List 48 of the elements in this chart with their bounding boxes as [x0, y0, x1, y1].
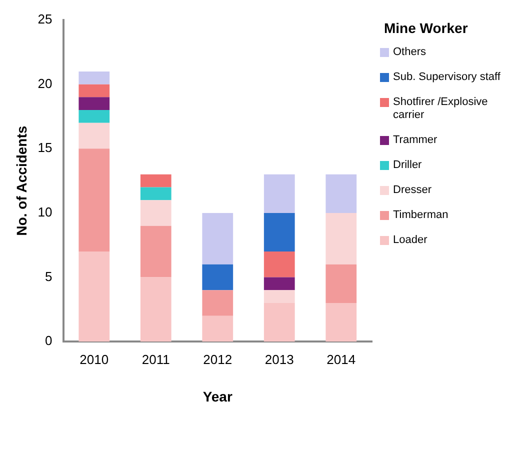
bar — [264, 303, 295, 342]
legend-label: Shotfirer /Explosive carrier — [393, 96, 489, 122]
y-tick-label: 15 — [38, 140, 52, 156]
bar — [140, 200, 172, 226]
bar — [326, 303, 357, 342]
y-tick-label: 0 — [45, 333, 52, 348]
x-tick-label: 2013 — [264, 352, 294, 367]
bar — [140, 174, 172, 188]
bar — [202, 264, 234, 290]
legend-label: Others — [393, 46, 426, 59]
bar — [326, 212, 357, 264]
x-tick-label: 2011 — [142, 352, 170, 367]
bar — [264, 277, 295, 290]
legend-label: Timberman — [393, 209, 448, 222]
bar — [264, 174, 295, 213]
legend-label: Loader — [393, 234, 428, 247]
bar — [78, 84, 110, 98]
bar — [264, 212, 295, 252]
y-axis-title: No. of Accidents — [13, 126, 30, 236]
bar — [140, 277, 172, 342]
bar — [264, 290, 295, 304]
legend-label: Driller — [393, 159, 422, 172]
legend-title: Mine Worker — [384, 20, 469, 36]
legend-label: Trammer — [393, 134, 438, 147]
bar — [140, 226, 172, 278]
bar — [202, 212, 234, 264]
x-tick-label: 2010 — [80, 352, 109, 367]
x-tick-label: 2012 — [203, 352, 232, 367]
bar — [264, 252, 295, 278]
bar — [202, 290, 234, 316]
bar — [78, 148, 110, 252]
bar — [78, 71, 110, 84]
x-tick-label: 2014 — [326, 352, 356, 367]
bar — [202, 316, 234, 342]
bar — [78, 122, 110, 149]
y-tick-label: 20 — [38, 76, 52, 91]
y-tick-label: 10 — [38, 204, 52, 220]
legend-label: Sub. Supervisory staff — [393, 71, 500, 84]
y-tick-label: 5 — [45, 268, 52, 284]
legend-label: Dresser — [393, 184, 432, 197]
x-axis-title: Year — [202, 388, 233, 404]
bar — [78, 110, 110, 123]
bar — [140, 187, 172, 200]
y-tick-label: 25 — [38, 12, 52, 27]
bar — [326, 264, 357, 304]
bar — [78, 97, 110, 110]
bar — [78, 252, 110, 342]
bar — [326, 174, 357, 213]
